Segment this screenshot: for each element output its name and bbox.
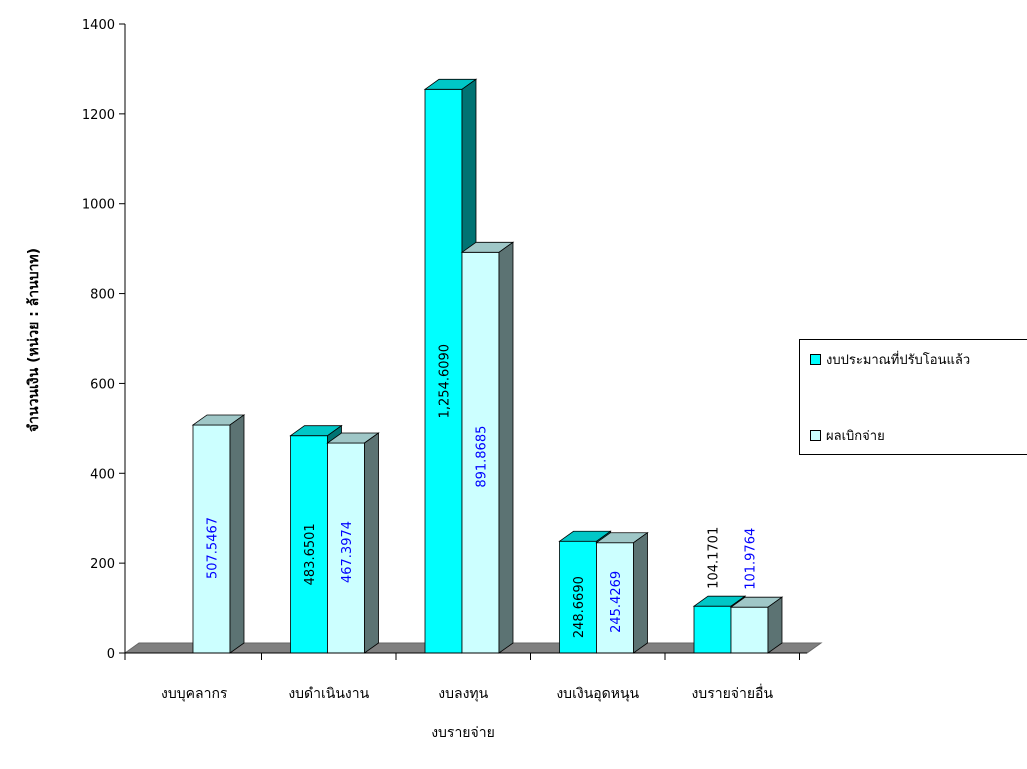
x-tick-label: งบรายจ่ายอื่น (691, 684, 773, 702)
x-tick-label: งบเงินอุดหนุน (556, 686, 639, 702)
x-tick-label: งบลงทุน (438, 686, 488, 702)
data-label: 248.6690 (572, 576, 587, 638)
y-tick-label: 800 (90, 288, 115, 303)
y-tick-label: 0 (107, 647, 115, 662)
bar (595, 531, 649, 654)
bar-side (364, 432, 379, 654)
data-label: 467.3974 (340, 521, 355, 583)
data-label: 891.8685 (475, 426, 490, 488)
data-label: 507.5467 (206, 517, 221, 579)
legend-label-allocated: งบประมาณที่ปรับโอนแล้ว (826, 352, 971, 368)
legend-label-disbursed: ผลเบิกจ่าย (826, 428, 885, 444)
y-tick-label: 1000 (82, 198, 115, 213)
y-tick-label: 1400 (82, 18, 115, 33)
legend-item-allocated: งบประมาณที่ปรับโอนแล้ว (810, 351, 971, 368)
bar (191, 414, 246, 654)
bar-front (424, 88, 463, 654)
bar-side (498, 241, 514, 654)
data-label: 245.4269 (609, 571, 624, 633)
legend-swatch-disbursed (810, 429, 821, 441)
y-tick-label: 1200 (82, 108, 115, 123)
y-axis-title: จำนวนเงิน (หน่วย : ล้านบาท) (26, 248, 42, 432)
bar-front (693, 605, 732, 654)
bar-front (290, 435, 328, 654)
data-label: 104.1701 (707, 527, 722, 589)
x-axis-title: งบรายจ่าย (431, 725, 495, 741)
bar-front (327, 442, 365, 654)
x-tick-label: งบบุคลากร (161, 686, 228, 702)
bar (326, 432, 380, 654)
legend-item-disbursed: ผลเบิกจ่าย (810, 427, 885, 444)
bar (460, 241, 515, 654)
y-tick-label: 200 (90, 557, 115, 572)
x-tick-label: งบดำเนินงาน (288, 686, 369, 702)
bar-side (229, 414, 245, 654)
bar (729, 596, 784, 654)
bar-side (767, 596, 783, 654)
chart-legend: งบประมาณที่ปรับโอนแล้ว ผลเบิกจ่าย (799, 339, 1027, 455)
data-label: 1,254.6090 (438, 344, 453, 418)
y-tick-label: 400 (90, 467, 115, 482)
y-tick-label: 600 (90, 377, 115, 392)
data-label: 483.6501 (303, 523, 318, 585)
data-label: 101.9764 (744, 528, 759, 590)
legend-swatch-allocated (810, 353, 821, 365)
bar-front (596, 542, 634, 654)
bar-side (633, 531, 648, 654)
bar-front (461, 251, 500, 654)
bar-front (730, 606, 769, 654)
